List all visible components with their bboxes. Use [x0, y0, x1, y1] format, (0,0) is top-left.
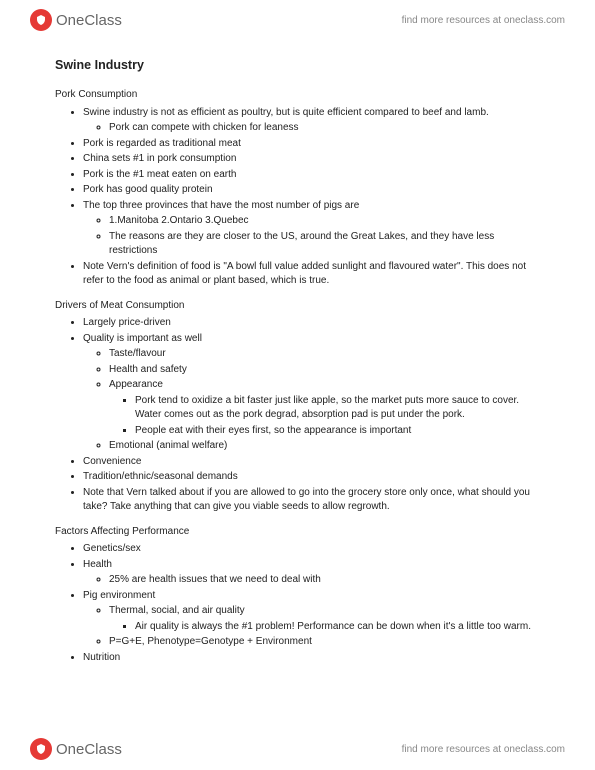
bullet-list: Thermal, social, and air quality Air qual…	[83, 604, 540, 650]
list-item: Pork is regarded as traditional meat	[83, 137, 540, 152]
list-item-text: The reasons are they are closer to the U…	[109, 231, 494, 257]
list-item: Health and safety	[109, 363, 540, 378]
list-item-text: Air quality is always the #1 problem! Pe…	[135, 621, 531, 632]
list-item-text: Swine industry is not as efficient as po…	[83, 107, 489, 118]
page-footer: OneClass find more resources at oneclass…	[0, 734, 595, 764]
bullet-list: 25% are health issues that we need to de…	[83, 573, 540, 588]
list-item-text: Note that Vern talked about if you are a…	[83, 487, 530, 513]
list-item-text: Emotional (animal welfare)	[109, 440, 227, 451]
sections-container: Pork Consumption Swine industry is not as…	[55, 88, 540, 665]
list-item: Quality is important as well Taste/flavou…	[83, 332, 540, 454]
section-heading: Factors Affecting Performance	[55, 525, 540, 540]
list-item: 1.Manitoba 2.Ontario 3.Quebec	[109, 214, 540, 229]
list-item: Emotional (animal welfare)	[109, 439, 540, 454]
page-header: OneClass find more resources at oneclass…	[0, 0, 595, 38]
bullet-list: Swine industry is not as efficient as po…	[55, 106, 540, 289]
list-item: China sets #1 in pork consumption	[83, 152, 540, 167]
resources-link[interactable]: find more resources at oneclass.com	[402, 15, 565, 26]
list-item-text: P=G+E, Phenotype=Genotype + Environment	[109, 636, 312, 647]
list-item: Pork can compete with chicken for leanes…	[109, 121, 540, 136]
list-item: Taste/flavour	[109, 347, 540, 362]
list-item: People eat with their eyes first, so the…	[135, 424, 540, 439]
bullet-list: Pork tend to oxidize a bit faster just l…	[109, 394, 540, 439]
list-item: Appearance Pork tend to oxidize a bit fas…	[109, 378, 540, 438]
list-item-text: The top three provinces that have the mo…	[83, 200, 359, 211]
list-item: The top three provinces that have the mo…	[83, 199, 540, 259]
brand-name: OneClass	[56, 741, 122, 758]
bullet-list: Pork can compete with chicken for leanes…	[83, 121, 540, 136]
section-heading: Drivers of Meat Consumption	[55, 299, 540, 314]
list-item-text: Appearance	[109, 379, 163, 390]
brand-name: OneClass	[56, 12, 122, 29]
list-item-text: People eat with their eyes first, so the…	[135, 425, 411, 436]
list-item-text: Genetics/sex	[83, 543, 141, 554]
list-item: Air quality is always the #1 problem! Pe…	[135, 620, 540, 635]
list-item-text: Pork tend to oxidize a bit faster just l…	[135, 395, 519, 421]
resources-link-footer[interactable]: find more resources at oneclass.com	[402, 744, 565, 755]
bullet-list: Air quality is always the #1 problem! Pe…	[109, 620, 540, 635]
list-item: Genetics/sex	[83, 542, 540, 557]
list-item: Pork tend to oxidize a bit faster just l…	[135, 394, 540, 423]
list-item-text: Largely price-driven	[83, 317, 171, 328]
list-item: Nutrition	[83, 651, 540, 666]
list-item: Note Vern's definition of food is "A bow…	[83, 260, 540, 289]
list-item-text: Nutrition	[83, 652, 120, 663]
list-item: Convenience	[83, 455, 540, 470]
list-item: Note that Vern talked about if you are a…	[83, 486, 540, 515]
list-item-text: 25% are health issues that we need to de…	[109, 574, 321, 585]
list-item: The reasons are they are closer to the U…	[109, 230, 540, 259]
list-item-text: Quality is important as well	[83, 333, 202, 344]
list-item-text: China sets #1 in pork consumption	[83, 153, 236, 164]
list-item: Swine industry is not as efficient as po…	[83, 106, 540, 136]
list-item: 25% are health issues that we need to de…	[109, 573, 540, 588]
bullet-list: Genetics/sex Health 25% are health issues …	[55, 542, 540, 665]
list-item: Largely price-driven	[83, 316, 540, 331]
list-item-text: Thermal, social, and air quality	[109, 605, 245, 616]
list-item-text: Health and safety	[109, 364, 187, 375]
list-item-text: Pork is the #1 meat eaten on earth	[83, 169, 236, 180]
list-item-text: 1.Manitoba 2.Ontario 3.Quebec	[109, 215, 249, 226]
list-item: Thermal, social, and air quality Air qual…	[109, 604, 540, 634]
list-item-text: Pork has good quality protein	[83, 184, 213, 195]
list-item-text: Convenience	[83, 456, 141, 467]
list-item: Pork is the #1 meat eaten on earth	[83, 168, 540, 183]
bullet-list: 1.Manitoba 2.Ontario 3.Quebec The reasons…	[83, 214, 540, 259]
list-item: P=G+E, Phenotype=Genotype + Environment	[109, 635, 540, 650]
list-item: Pork has good quality protein	[83, 183, 540, 198]
list-item-text: Pork is regarded as traditional meat	[83, 138, 241, 149]
list-item-text: Pig environment	[83, 590, 155, 601]
list-item: Health 25% are health issues that we need…	[83, 558, 540, 588]
list-item-text: Pork can compete with chicken for leanes…	[109, 122, 299, 133]
list-item-text: Note Vern's definition of food is "A bow…	[83, 261, 526, 287]
document-body: Swine Industry Pork Consumption Swine ind…	[0, 38, 595, 665]
brand-logo: OneClass	[30, 9, 122, 31]
brand-logo-footer: OneClass	[30, 738, 122, 760]
list-item-text: Tradition/ethnic/seasonal demands	[83, 471, 238, 482]
list-item-text: Taste/flavour	[109, 348, 166, 359]
document-title: Swine Industry	[55, 56, 540, 74]
list-item: Pig environment Thermal, social, and air …	[83, 589, 540, 650]
bullet-list: Taste/flavour Health and safety Appearance…	[83, 347, 540, 454]
list-item-text: Health	[83, 559, 112, 570]
brand-icon	[30, 9, 52, 31]
brand-icon	[30, 738, 52, 760]
bullet-list: Largely price-driven Quality is important…	[55, 316, 540, 515]
list-item: Tradition/ethnic/seasonal demands	[83, 470, 540, 485]
section-heading: Pork Consumption	[55, 88, 540, 103]
